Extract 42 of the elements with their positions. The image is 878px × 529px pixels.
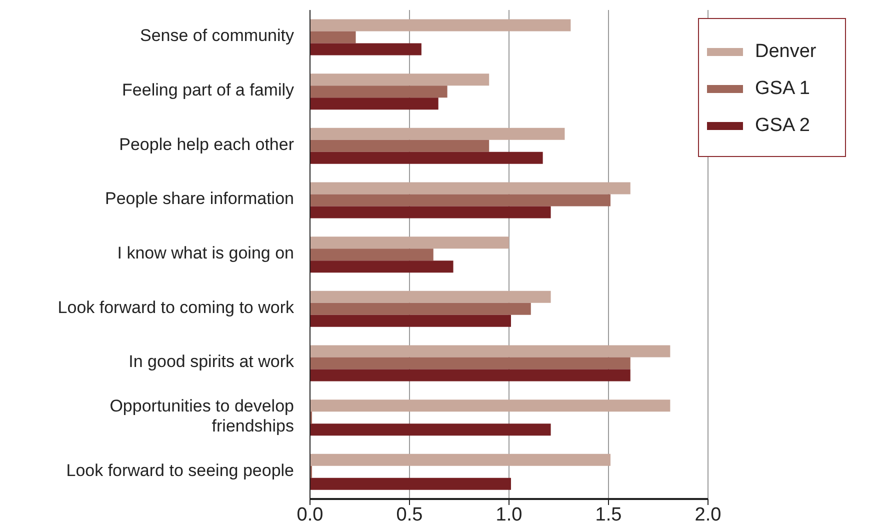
bar: [310, 194, 610, 206]
legend-label: GSA 2: [755, 114, 810, 138]
x-tick-label: 1.0: [496, 504, 522, 526]
bar: [310, 260, 454, 273]
legend-label: Denver: [755, 40, 816, 64]
y-tick-label: People help each other: [119, 135, 294, 154]
y-tick-label: Feeling part of a family: [122, 80, 294, 100]
bar: [310, 128, 565, 140]
x-tick-label: 2.0: [694, 504, 722, 526]
bar: [310, 43, 422, 56]
y-tick-label: I know what is going on: [117, 244, 294, 263]
y-tick-label: In good spirits at work: [128, 352, 294, 372]
y-tick-label: People share information: [104, 190, 294, 209]
bar: [310, 369, 630, 382]
bar: [310, 302, 531, 315]
bar: [310, 248, 434, 261]
bar: [310, 182, 630, 194]
bar: [310, 140, 490, 152]
y-tick-label: Opportunities to develop friendships: [110, 396, 294, 436]
bar: [310, 31, 356, 44]
bar: [310, 19, 571, 32]
y-tick-label: Look forward to seeing people: [66, 461, 294, 480]
legend-label: GSA 1: [755, 76, 810, 100]
bar: [310, 236, 509, 249]
bar: [310, 454, 610, 466]
bar: [310, 314, 511, 327]
x-tick-label: 1.5: [595, 504, 622, 526]
bar: [310, 206, 551, 218]
bar: [310, 98, 438, 110]
bar: [310, 424, 551, 436]
bar: [310, 345, 670, 358]
bar: [310, 478, 511, 490]
bar: [310, 400, 670, 412]
y-tick-label: Look forward to coming to work: [58, 298, 294, 318]
bar: [310, 290, 551, 303]
bar: [310, 152, 543, 164]
x-tick-label: 0.5: [396, 504, 423, 526]
x-tick-label: 0.0: [296, 504, 324, 526]
y-tick-label: Sense of community: [140, 26, 294, 46]
bar: [310, 357, 630, 370]
bar: [310, 74, 490, 86]
bar: [310, 86, 448, 98]
